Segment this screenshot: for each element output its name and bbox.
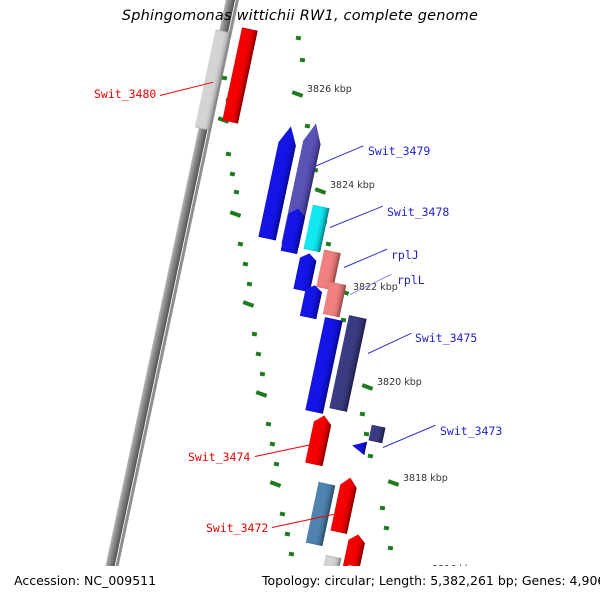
axis-minor-tick xyxy=(246,281,252,286)
axis-minor-tick xyxy=(325,241,331,246)
gene-label-leader-line xyxy=(382,424,436,449)
axis-minor-tick xyxy=(295,35,301,40)
gene-feature[interactable] xyxy=(305,414,333,467)
gene-label-swit_3479[interactable]: Swit_3479 xyxy=(368,144,431,158)
gene-label-swit_3474[interactable]: Swit_3474 xyxy=(188,450,251,464)
axis-major-tick xyxy=(361,383,374,391)
axis-minor-tick xyxy=(233,189,239,194)
axis-minor-tick xyxy=(242,261,248,266)
axis-tick-label: 3826 kbp xyxy=(307,84,352,95)
axis-tick-label: 3816 kbp xyxy=(432,564,477,566)
gene-feature[interactable] xyxy=(281,207,307,255)
accession-text: Accession: NC_009511 xyxy=(14,573,157,588)
axis-minor-tick xyxy=(237,241,243,246)
gene-body xyxy=(316,554,342,566)
gene-label-swit_3473[interactable]: Swit_3473 xyxy=(440,424,503,438)
axis-tick-label: 3822 kbp xyxy=(353,282,398,293)
axis-minor-tick xyxy=(251,331,257,336)
gene-label-swit_3478[interactable]: Swit_3478 xyxy=(387,205,450,219)
axis-tick-label: 3818 kbp xyxy=(403,473,448,484)
gene-label-swit_3475[interactable]: Swit_3475 xyxy=(415,331,478,345)
axis-minor-tick xyxy=(273,461,279,466)
axis-minor-tick xyxy=(284,531,290,536)
axis-major-tick xyxy=(291,90,304,98)
status-bar: Accession: NC_009511 Topology: circular;… xyxy=(0,566,600,600)
gene-label-leader-line xyxy=(329,205,384,229)
gene-label-leader-line xyxy=(343,248,388,269)
genome-map-canvas[interactable]: 3826 kbp 3824 kbp 3822 kbp 3820 kbp 3818 kbp… xyxy=(0,0,600,566)
gene-label-rpll[interactable]: rplL xyxy=(397,273,425,287)
topology-text: Topology: circular; Length: 5,382,261 bp… xyxy=(262,573,600,588)
gene-label-swit_3480[interactable]: Swit_3480 xyxy=(94,87,157,101)
axis-minor-tick xyxy=(379,505,385,510)
axis-minor-tick xyxy=(299,57,305,62)
gene-feature[interactable] xyxy=(316,554,342,566)
gene-label-swit_3472[interactable]: Swit_3472 xyxy=(206,521,269,535)
axis-tick-label: 3820 kbp xyxy=(377,377,422,388)
gene-feature[interactable] xyxy=(368,424,386,444)
axis-minor-tick xyxy=(269,441,275,446)
axis-minor-tick xyxy=(367,453,373,458)
axis-major-tick xyxy=(269,480,282,488)
axis-major-tick xyxy=(314,187,327,195)
gene-label-leader-line xyxy=(367,332,412,355)
gene-body xyxy=(281,207,307,255)
axis-major-tick xyxy=(387,479,400,487)
axis-minor-tick xyxy=(265,421,271,426)
page-title: Sphingomonas wittichii RW1, complete gen… xyxy=(121,8,479,24)
gene-body xyxy=(351,439,368,456)
axis-minor-tick xyxy=(383,525,389,530)
axis-minor-tick xyxy=(259,371,265,376)
axis-major-tick xyxy=(242,300,255,308)
axis-tick-label: 3824 kbp xyxy=(330,180,375,191)
gene-label-rplj[interactable]: rplJ xyxy=(391,248,419,262)
axis-minor-tick xyxy=(359,411,365,416)
gene-body xyxy=(368,424,386,444)
axis-major-tick xyxy=(255,390,268,398)
axis-minor-tick xyxy=(225,151,231,156)
axis-minor-tick xyxy=(363,431,369,436)
axis-minor-tick xyxy=(279,511,285,516)
gene-feature[interactable] xyxy=(341,533,367,566)
gene-body xyxy=(341,533,367,566)
gene-body xyxy=(305,414,333,467)
gene-feature[interactable] xyxy=(351,439,368,456)
axis-minor-tick xyxy=(387,545,393,550)
axis-minor-tick xyxy=(229,171,235,176)
axis-minor-tick xyxy=(221,75,227,80)
axis-minor-tick xyxy=(255,351,261,356)
axis-minor-tick xyxy=(288,551,294,556)
axis-major-tick xyxy=(229,210,242,218)
